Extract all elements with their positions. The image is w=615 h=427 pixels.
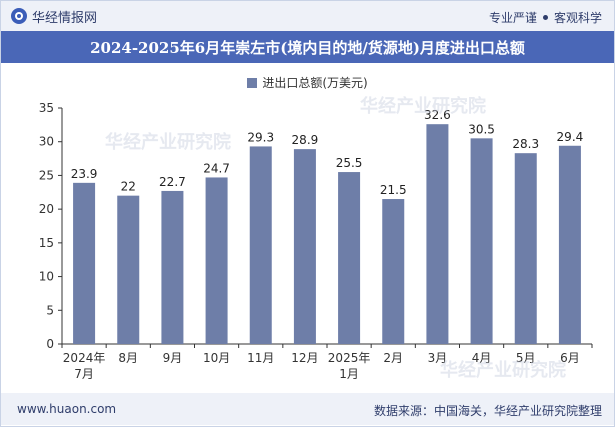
watermark-3: 华经产业研究院 xyxy=(440,360,566,381)
data-label: 25.5 xyxy=(336,156,363,170)
bullet-icon xyxy=(542,15,548,20)
x-tick-label: 2024年 xyxy=(63,351,106,365)
data-label: 30.5 xyxy=(468,122,495,136)
y-tick-label: 35 xyxy=(39,101,54,115)
brand[interactable]: 华经情报网 xyxy=(11,7,98,26)
y-tick-label: 20 xyxy=(39,202,54,216)
bar xyxy=(426,124,449,344)
bar xyxy=(470,138,493,344)
y-tick-label: 10 xyxy=(39,270,54,284)
footer-site-link[interactable]: www.huaon.com xyxy=(17,402,117,416)
data-label: 29.3 xyxy=(247,130,274,144)
slogan: 专业严谨 客观科学 xyxy=(489,9,602,26)
x-tick-label: 3月 xyxy=(428,351,448,365)
data-label: 21.5 xyxy=(380,183,407,197)
legend-swatch xyxy=(247,77,258,88)
x-tick-label: 2025年 xyxy=(328,351,371,365)
x-tick-label: 5月 xyxy=(516,351,536,365)
data-label: 22 xyxy=(121,180,136,194)
watermark-2: 华经产业研究院 xyxy=(105,132,231,153)
slogan-right: 客观科学 xyxy=(553,11,602,25)
y-tick-label: 5 xyxy=(46,303,54,317)
bar xyxy=(293,149,316,344)
y-tick-label: 15 xyxy=(39,236,54,250)
x-tick-label: 1月 xyxy=(339,367,359,381)
footer-source: 数据来源：中国海关，华经产业研究院整理 xyxy=(373,404,602,418)
legend-label: 进出口总额(万美元) xyxy=(262,76,368,90)
bar xyxy=(161,190,184,344)
x-tick-label: 8月 xyxy=(118,351,138,365)
watermark-1: 华经产业研究院 xyxy=(360,96,486,117)
brand-name: 华经情报网 xyxy=(32,10,98,26)
bar xyxy=(205,177,228,344)
brand-logo-icon xyxy=(11,8,27,24)
data-label: 28.3 xyxy=(512,137,539,151)
data-label: 22.7 xyxy=(159,175,186,189)
data-label: 32.6 xyxy=(424,108,451,122)
bar xyxy=(514,153,537,344)
slogan-left: 专业严谨 xyxy=(488,11,537,25)
chart-legend: 进出口总额(万美元) xyxy=(0,74,615,91)
y-tick-label: 30 xyxy=(39,135,54,149)
data-label: 28.9 xyxy=(292,133,319,147)
x-tick-label: 9月 xyxy=(163,351,183,365)
data-label: 29.4 xyxy=(557,130,584,144)
x-tick-label: 10月 xyxy=(203,351,230,365)
chart-title: 2024-2025年6月年崇左市(境内目的地/货源地)月度进出口总额 xyxy=(1,31,614,63)
x-tick-label: 2月 xyxy=(383,351,403,365)
bar xyxy=(558,145,581,344)
top-bar: 华经情报网 专业严谨 客观科学 xyxy=(1,1,614,31)
x-tick-label: 4月 xyxy=(472,351,492,365)
bar xyxy=(117,195,140,344)
footer: www.huaon.com 数据来源：中国海关，华经产业研究院整理 xyxy=(1,393,614,425)
x-tick-label: 11月 xyxy=(247,351,274,365)
x-tick-label: 12月 xyxy=(291,351,318,365)
x-tick-label: 7月 xyxy=(74,367,94,381)
data-label: 24.7 xyxy=(203,161,230,175)
bar xyxy=(338,172,361,344)
data-label: 23.9 xyxy=(71,167,98,181)
bar xyxy=(249,146,272,344)
y-tick-label: 0 xyxy=(46,337,54,351)
x-tick-label: 6月 xyxy=(560,351,580,365)
y-tick-label: 25 xyxy=(39,168,54,182)
bar xyxy=(382,199,405,344)
bar xyxy=(73,182,96,344)
